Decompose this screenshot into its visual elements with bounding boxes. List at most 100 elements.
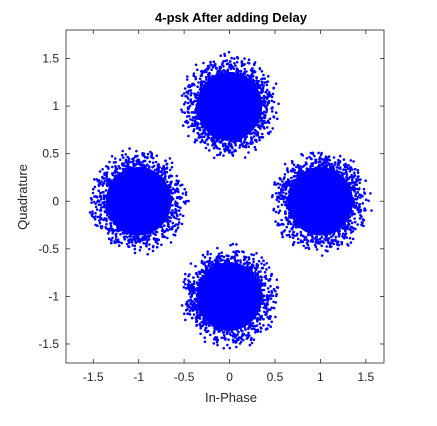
scatter-point (237, 300, 241, 304)
scatter-point (116, 216, 119, 219)
scatter-point (317, 163, 321, 167)
scatter-point (257, 120, 261, 124)
scatter-point (150, 155, 153, 158)
scatter-point (331, 218, 334, 221)
scatter-point (245, 315, 249, 319)
scatter-point (117, 244, 121, 247)
scatter-point (147, 193, 150, 196)
scatter-point (133, 167, 136, 171)
scatter-point (156, 164, 160, 167)
scatter-point (196, 131, 200, 135)
scatter-point (332, 180, 336, 183)
scatter-point (241, 127, 244, 131)
scatter-point (283, 196, 287, 199)
scatter-point (179, 213, 182, 216)
scatter-point (177, 209, 181, 212)
scatter-point (229, 137, 232, 141)
scatter-point (154, 160, 158, 164)
scatter-point (351, 204, 354, 208)
scatter-point (280, 231, 284, 234)
scatter-point (305, 207, 308, 210)
scatter-point (107, 211, 111, 214)
scatter-point (152, 213, 155, 216)
scatter-point (210, 264, 213, 268)
scatter-point (109, 180, 112, 184)
scatter-point (293, 222, 297, 226)
scatter-point (235, 60, 239, 64)
scatter-point (252, 338, 256, 342)
scatter-point (314, 161, 318, 165)
scatter-point (347, 216, 350, 219)
scatter-point (136, 224, 140, 228)
scatter-point (272, 116, 276, 119)
scatter-point (216, 120, 220, 123)
scatter-point (99, 203, 103, 206)
scatter-point (109, 224, 113, 227)
scatter-point (318, 230, 322, 234)
scatter-point (326, 214, 330, 218)
scatter-point (328, 216, 332, 219)
scatter-point (299, 195, 303, 199)
scatter-point (105, 227, 108, 230)
scatter-point (234, 149, 237, 153)
scatter-point (224, 93, 227, 96)
scatter-point (299, 222, 302, 226)
scatter-point (153, 181, 157, 184)
scatter-point (294, 190, 298, 194)
scatter-point (177, 205, 180, 209)
scatter-point (140, 189, 144, 192)
scatter-point (173, 191, 176, 194)
scatter-point (216, 153, 219, 157)
scatter-point (339, 208, 343, 212)
scatter-point (353, 217, 356, 220)
scatter-point (265, 80, 268, 84)
scatter-point (247, 78, 250, 81)
scatter-point (358, 205, 361, 209)
scatter-point (90, 213, 94, 216)
scatter-point (139, 196, 142, 199)
scatter-point (301, 219, 304, 223)
scatter-point (170, 161, 174, 165)
scatter-point (165, 170, 169, 174)
scatter-point (247, 116, 250, 120)
scatter-point (204, 75, 208, 79)
scatter-point (295, 185, 298, 189)
scatter-point (105, 209, 108, 212)
scatter-point (227, 125, 230, 129)
scatter-point (241, 87, 245, 90)
scatter-point (105, 175, 109, 178)
scatter-point (353, 220, 357, 224)
scatter-point (305, 167, 309, 170)
scatter-point (285, 196, 289, 200)
scatter-point (196, 122, 199, 126)
scatter-point (369, 192, 372, 195)
scatter-point (254, 104, 257, 107)
scatter-point (252, 257, 255, 261)
scatter-point (249, 128, 253, 131)
scatter-point (123, 220, 127, 223)
scatter-point (336, 247, 340, 251)
scatter-point (315, 218, 319, 222)
scatter-point (230, 85, 234, 88)
scatter-point (148, 184, 152, 187)
scatter-point (326, 249, 329, 253)
scatter-point (296, 241, 300, 245)
scatter-point (348, 210, 351, 213)
scatter-point (344, 229, 347, 233)
scatter-point (214, 89, 218, 92)
scatter-point (320, 179, 324, 182)
scatter-point (329, 201, 333, 204)
scatter-point (142, 154, 145, 157)
scatter-point (312, 194, 316, 197)
scatter-point (321, 170, 325, 174)
scatter-point (121, 206, 125, 210)
scatter-point (112, 161, 116, 164)
scatter-point (318, 191, 321, 195)
scatter-point (358, 196, 362, 199)
scatter-point (220, 129, 223, 133)
scatter-point (221, 116, 224, 120)
scatter-point (174, 230, 177, 233)
scatter-point (212, 299, 215, 302)
scatter-point (344, 171, 348, 175)
scatter-point (214, 64, 217, 68)
